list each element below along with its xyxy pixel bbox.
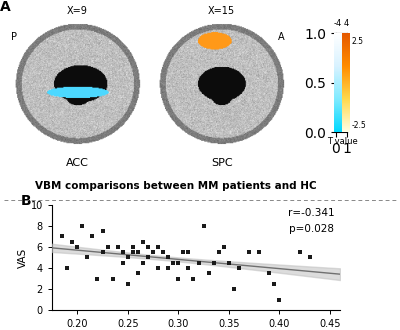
Text: VBM comparisons between MM patients and HC: VBM comparisons between MM patients and … [35,182,317,191]
Point [216,249,222,255]
Point [99,249,106,255]
Point [256,249,262,255]
Point [89,234,96,239]
Point [246,249,252,255]
Point [140,239,146,244]
Point [165,255,172,260]
Point [165,265,172,271]
Text: ACC: ACC [66,158,89,168]
Point [110,276,116,281]
Text: B: B [20,194,31,208]
Text: p=0.028: p=0.028 [289,224,334,234]
Point [150,249,156,255]
Point [200,223,207,228]
Point [99,228,106,234]
Point [190,276,197,281]
Point [236,265,242,271]
Text: r=-0.341: r=-0.341 [288,208,334,218]
Point [79,223,86,228]
Point [160,249,166,255]
Text: -4: -4 [334,19,342,28]
Text: P: P [11,32,17,42]
Point [120,249,126,255]
Point [266,271,272,276]
Point [74,244,80,249]
Text: T value: T value [327,137,357,146]
Point [130,249,136,255]
Point [271,281,278,286]
Point [306,255,313,260]
Text: SPC: SPC [211,158,232,168]
Point [135,249,141,255]
Point [231,286,237,292]
Point [69,239,76,244]
Point [226,260,232,265]
Point [140,260,146,265]
Y-axis label: VAS: VAS [18,247,28,268]
Point [276,297,282,302]
Text: 2.5: 2.5 [351,37,363,46]
Text: A: A [278,32,285,42]
Point [180,249,186,255]
Text: 4: 4 [343,19,349,28]
Point [124,281,131,286]
Point [206,271,212,276]
Point [195,260,202,265]
Point [185,249,192,255]
Point [145,244,151,249]
Point [64,265,70,271]
Point [220,244,227,249]
Point [130,244,136,249]
Point [296,249,303,255]
Point [59,234,65,239]
Text: X=15: X=15 [208,6,235,16]
Point [135,271,141,276]
Point [210,260,217,265]
Point [170,260,176,265]
Point [175,276,182,281]
Point [84,255,90,260]
Point [94,276,101,281]
Point [120,260,126,265]
Text: A: A [0,0,11,14]
Point [185,265,192,271]
Point [114,244,121,249]
Point [145,255,151,260]
Point [155,244,161,249]
Point [155,265,161,271]
Point [124,255,131,260]
Text: -2.5: -2.5 [351,121,366,130]
Text: X=9: X=9 [67,6,88,16]
Point [175,260,182,265]
Point [104,244,111,249]
